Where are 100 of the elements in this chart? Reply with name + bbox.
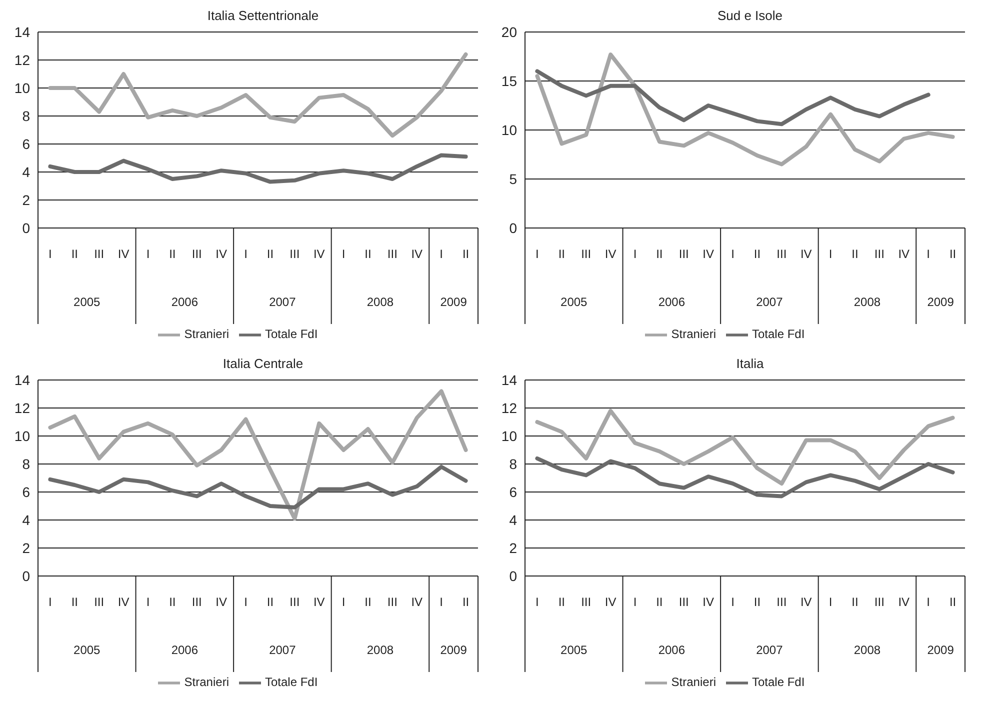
y-tick-label: 15 <box>501 72 518 89</box>
line-series <box>535 52 955 166</box>
x-tick-label: IV <box>800 595 812 609</box>
x-tick-label: IV <box>604 595 616 609</box>
x-tick-label: II <box>949 247 956 261</box>
x-tick-label: I <box>146 595 150 609</box>
text: 2009 <box>927 295 954 309</box>
text: 2005 <box>74 643 101 657</box>
text: 2006 <box>171 643 198 657</box>
x-tick-label: I <box>244 595 248 609</box>
x-tick-label: IV <box>411 247 423 261</box>
y-tick-label: 0 <box>509 568 518 584</box>
y-tick-label: 4 <box>22 164 30 180</box>
x-tick-label: IV <box>604 247 616 261</box>
y-tick-label: 10 <box>14 428 30 444</box>
x-tick-label: II <box>462 595 470 609</box>
x-tick-label: IV <box>702 247 714 261</box>
x-tick-label: III <box>776 595 787 609</box>
y-tick-label: 8 <box>22 108 30 124</box>
text: 2005 <box>560 295 588 309</box>
x-tick-label: II <box>364 595 372 609</box>
x-tick-label: III <box>678 247 689 261</box>
y-tick-label: 12 <box>14 52 30 68</box>
chart-title: Sud e Isole <box>717 8 783 23</box>
x-tick-label: IV <box>216 595 228 609</box>
x-tick-label: I <box>440 247 444 261</box>
x-tick-label: IV <box>898 247 910 261</box>
line-series <box>535 408 955 486</box>
x-tick-label: III <box>387 595 398 609</box>
y-tick-label: 14 <box>501 372 518 388</box>
x-tick-label: III <box>290 595 300 609</box>
x-tick-label: II <box>364 247 372 261</box>
y-tick-label: 14 <box>14 372 30 388</box>
x-tick-label: IV <box>702 595 714 609</box>
y-tick-label: 12 <box>14 400 30 416</box>
x-tick-label: II <box>949 595 956 609</box>
text: 2006 <box>171 295 198 309</box>
legend-label: Stranieri <box>184 327 229 342</box>
legend-label: Stranieri <box>184 675 229 690</box>
x-tick-label: II <box>558 247 566 261</box>
x-tick-label: IV <box>800 247 812 261</box>
x-tick-label: III <box>290 247 300 261</box>
text: 2009 <box>440 643 468 657</box>
text: 2008 <box>366 643 394 657</box>
x-tick-label: I <box>828 595 832 609</box>
text: 2008 <box>366 295 394 309</box>
y-tick-label: 2 <box>22 540 30 556</box>
chart-title: Italia Settentrionale <box>207 8 319 23</box>
x-tick-label: III <box>387 247 398 261</box>
y-tick-label: 10 <box>14 80 30 96</box>
x-tick-label: III <box>94 247 104 261</box>
x-tick-label: II <box>656 247 663 261</box>
y-tick-label: 8 <box>22 456 30 472</box>
x-tick-label: II <box>852 595 858 609</box>
x-tick-label: III <box>192 247 202 261</box>
text: 2009 <box>927 643 954 657</box>
y-tick-label: 8 <box>509 456 518 472</box>
x-tick-label: II <box>754 247 761 261</box>
y-tick-label: 6 <box>509 484 518 500</box>
x-tick-label: III <box>581 595 592 609</box>
x-tick-label: II <box>71 595 78 609</box>
text: 2007 <box>269 295 296 309</box>
x-tick-label: II <box>656 595 663 609</box>
line-series <box>535 69 930 126</box>
x-tick-label: I <box>926 247 930 261</box>
x-tick-label: I <box>731 595 734 609</box>
x-tick-label: I <box>440 595 444 609</box>
y-tick-label: 12 <box>501 400 518 416</box>
y-tick-label: 6 <box>22 136 30 152</box>
legend-label: Stranieri <box>671 675 716 690</box>
y-tick-label: 0 <box>22 220 30 236</box>
y-tick-label: 6 <box>22 484 30 500</box>
y-tick-label: 20 <box>501 24 518 40</box>
legend-label: Totale FdI <box>264 327 318 342</box>
y-tick-label: 10 <box>501 122 518 138</box>
x-tick-label: II <box>754 595 761 609</box>
x-tick-label: IV <box>313 595 325 609</box>
x-tick-label: II <box>266 247 274 261</box>
legend-label: Totale FdI <box>752 675 805 690</box>
y-tick-label: 2 <box>22 192 30 208</box>
legend-label: Totale FdI <box>752 327 805 342</box>
x-tick-label: II <box>266 595 274 609</box>
x-tick-label: III <box>776 247 787 261</box>
line-series <box>48 389 468 521</box>
x-tick-label: I <box>828 247 832 261</box>
legend-label: Totale FdI <box>264 675 318 690</box>
y-tick-label: 4 <box>509 512 518 528</box>
x-tick-label: I <box>342 595 346 609</box>
y-tick-label: 2 <box>509 540 518 556</box>
line-series <box>48 464 468 510</box>
y-tick-label: 4 <box>22 512 30 528</box>
x-tick-label: I <box>536 595 539 609</box>
x-tick-label: III <box>874 247 884 261</box>
text: 2006 <box>658 643 686 657</box>
x-tick-label: I <box>926 595 930 609</box>
text: 2008 <box>854 295 881 309</box>
x-tick-label: III <box>581 247 592 261</box>
x-tick-label: IV <box>898 595 910 609</box>
y-tick-label: 10 <box>501 428 518 444</box>
x-tick-label: II <box>169 595 176 609</box>
